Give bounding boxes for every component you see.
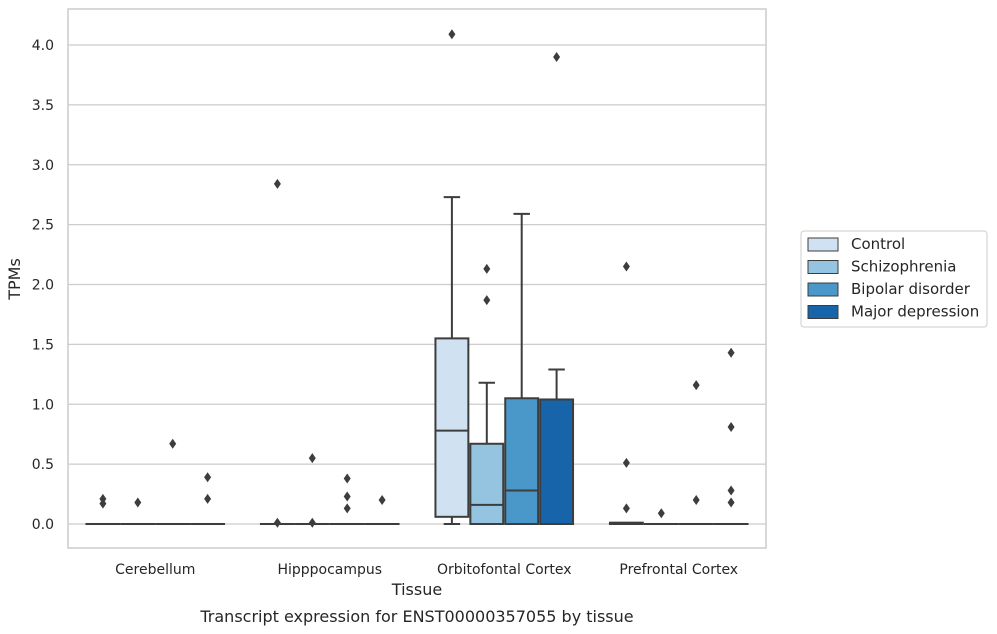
chart-caption: Transcript expression for ENST0000035705…	[199, 607, 633, 626]
grid-lines	[68, 44, 766, 525]
x-axis-label: Tissue	[391, 580, 442, 599]
y-tick-label: 2.0	[32, 278, 54, 294]
legend-frame	[800, 230, 988, 328]
x-tick-labels: Cerebellum Hipppocampus Orbitofontal Corte…	[115, 562, 738, 578]
outlier-point	[727, 422, 735, 433]
outlier-point	[204, 472, 212, 483]
outlier-point	[273, 178, 281, 189]
y-tick-label: 2.5	[32, 218, 54, 234]
legend: Control Schizophrenia Bipolar disorder Majo…	[800, 230, 988, 328]
box-groups	[85, 29, 749, 528]
outlier-point	[692, 495, 700, 506]
outlier-point	[622, 503, 630, 514]
legend-label: Schizophrenia	[851, 258, 956, 276]
outlier-point	[692, 380, 700, 391]
outlier-point	[483, 263, 491, 274]
outlier-point	[378, 495, 386, 506]
legend-swatch	[807, 305, 839, 319]
outlier-point	[657, 508, 665, 519]
outlier-point	[273, 517, 281, 528]
y-tick-label: 0.0	[32, 517, 54, 533]
box	[539, 398, 575, 525]
box	[504, 397, 540, 526]
legend-swatch	[807, 260, 839, 274]
y-tick-label: 4.0	[32, 38, 54, 54]
outlier-point	[448, 29, 456, 40]
plot-background	[68, 9, 766, 548]
legend-label: Major depression	[851, 303, 979, 321]
y-axis-label: TPMs	[5, 258, 24, 301]
x-tick-label: Orbitofontal Cortex	[437, 562, 572, 578]
outlier-point	[622, 261, 630, 272]
outlier-point	[134, 497, 142, 508]
box	[469, 442, 505, 525]
x-tick-label: Hipppocampus	[277, 562, 382, 578]
outlier-point	[99, 498, 107, 509]
outlier-point	[343, 503, 351, 514]
y-tick-labels: 0.0 0.5 1.0 1.5 2.0 2.5 3.0 3.5 4.0	[32, 38, 54, 533]
outlier-point	[308, 453, 316, 464]
y-tick-label: 3.5	[32, 98, 54, 114]
legend-swatch	[807, 237, 839, 252]
plot-frame	[67, 8, 767, 549]
x-tick-label: Cerebellum	[115, 562, 195, 578]
legend-swatch	[807, 282, 839, 297]
outlier-point	[169, 438, 177, 449]
outlier-point	[483, 295, 491, 306]
y-tick-label: 1.0	[32, 397, 54, 413]
outlier-point	[727, 347, 735, 358]
outlier-point	[622, 457, 630, 468]
outlier-point	[343, 491, 351, 502]
outlier-point	[343, 473, 351, 484]
box	[434, 337, 470, 518]
legend-label: Control	[851, 235, 905, 253]
y-tick-label: 1.5	[32, 337, 54, 353]
x-tick-label: Prefrontal Cortex	[619, 562, 738, 578]
outlier-point	[553, 51, 561, 62]
outlier-point	[204, 493, 212, 504]
outlier-point	[727, 497, 735, 508]
legend-label: Bipolar disorder	[851, 280, 971, 298]
outlier-point	[727, 485, 735, 496]
y-tick-label: 3.0	[32, 158, 54, 174]
outlier-point	[308, 517, 316, 528]
y-tick-label: 0.5	[32, 457, 54, 473]
